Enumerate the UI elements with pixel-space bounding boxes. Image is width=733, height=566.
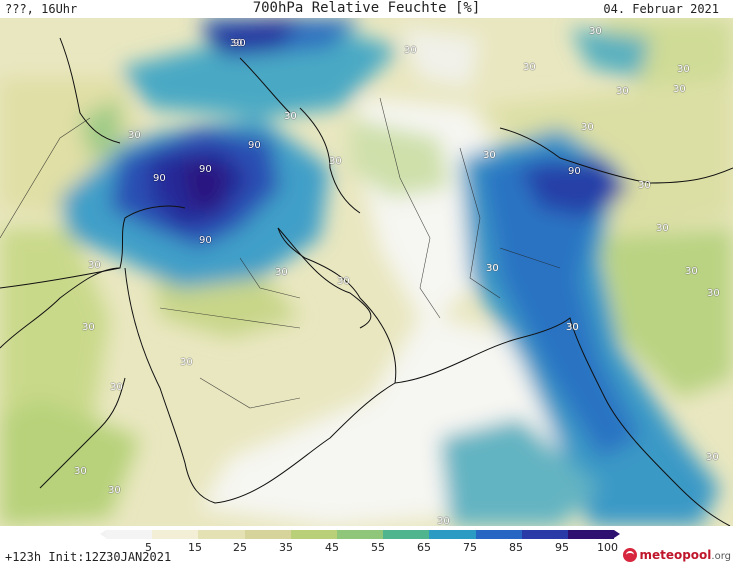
contour-label: 30 [677, 64, 690, 75]
forecast-init-label: +123h Init:12Z30JAN2021 [5, 550, 172, 564]
legend-color-step [290, 530, 337, 539]
legend-color-step [152, 530, 199, 539]
contour-label: 30 [616, 86, 629, 97]
legend-color-step [244, 530, 291, 539]
legend-high-arrow [614, 530, 620, 538]
contour-label: 90 [568, 166, 581, 177]
legend-color-step [383, 530, 430, 539]
legend-color-step [521, 530, 568, 539]
contour-label: 30 [673, 84, 686, 95]
map-header: ???, 16Uhr 700hPa Relative Feuchte [%] 0… [0, 0, 733, 18]
legend-tick: 65 [417, 541, 431, 554]
legend-tick: 35 [279, 541, 293, 554]
contour-label: 90 [248, 140, 261, 151]
contour-label: 30 [337, 276, 350, 287]
contour-label: 90 [199, 164, 212, 175]
contour-label: 30 [329, 156, 342, 167]
legend-tick: 5 [145, 541, 152, 554]
legend-tick: 100 [597, 541, 618, 554]
contour-label: 30 [128, 130, 141, 141]
contour-label: 90 [199, 235, 212, 246]
contour-label: 30 [275, 267, 288, 278]
contour-label: 30 [685, 266, 698, 277]
legend-color-step [475, 530, 522, 539]
legend-color-step [336, 530, 384, 539]
contour-label: 30 [581, 122, 594, 133]
contour-label: 30 [638, 180, 651, 191]
legend-color-step [429, 530, 476, 539]
valid-date-label: 04. Februar 2021 [603, 2, 719, 16]
legend-tick: 25 [233, 541, 247, 554]
contour-label: 90 [153, 173, 166, 184]
legend-tick: 75 [463, 541, 477, 554]
contour-label: 30 [483, 150, 496, 161]
legend-tick: 85 [509, 541, 523, 554]
color-legend [100, 529, 620, 541]
borders [0, 97, 561, 409]
legend-color-bar [106, 530, 615, 539]
valid-time-label: ???, 16Uhr [5, 2, 78, 16]
legend-color-step [198, 530, 245, 539]
contour-label: 30 [589, 26, 602, 37]
contour-label: 30 [566, 322, 579, 333]
legend-color-step [106, 530, 153, 539]
contour-label: 30 [523, 62, 536, 73]
logo-tld: .org [711, 551, 731, 562]
contour-label: 30 [180, 357, 193, 368]
legend-low-arrow [100, 530, 106, 538]
meteopool-logo-icon [623, 548, 638, 562]
logo-name: meteopool [639, 548, 712, 562]
contour-label: 30 [707, 288, 720, 299]
humidity-field [0, 18, 733, 526]
humidity-map [0, 18, 733, 526]
contour-label: 30 [656, 223, 669, 234]
legend-color-step [567, 530, 615, 539]
coastlines [0, 37, 733, 526]
contour-label: 30 [706, 452, 719, 463]
contour-label: 30 [230, 38, 243, 49]
contour-label: 30 [486, 263, 499, 274]
logo-text: meteopool.org [639, 548, 731, 562]
contour-label: 30 [284, 111, 297, 122]
contour-label: 30 [88, 260, 101, 271]
meteopool-logo: meteopool.org [623, 546, 731, 564]
map-title: 700hPa Relative Feuchte [%] [252, 0, 481, 16]
legend-tick: 95 [555, 541, 569, 554]
contour-label: 30 [110, 382, 123, 393]
contour-label: 30 [404, 45, 417, 56]
contour-label: 90 [233, 38, 246, 49]
contour-label: 30 [74, 466, 87, 477]
legend-tick: 15 [188, 541, 202, 554]
contour-label: 30 [108, 485, 121, 496]
contour-label: 30 [437, 516, 450, 527]
legend-tick: 45 [325, 541, 339, 554]
legend-tick: 55 [371, 541, 385, 554]
contour-label: 30 [82, 322, 95, 333]
